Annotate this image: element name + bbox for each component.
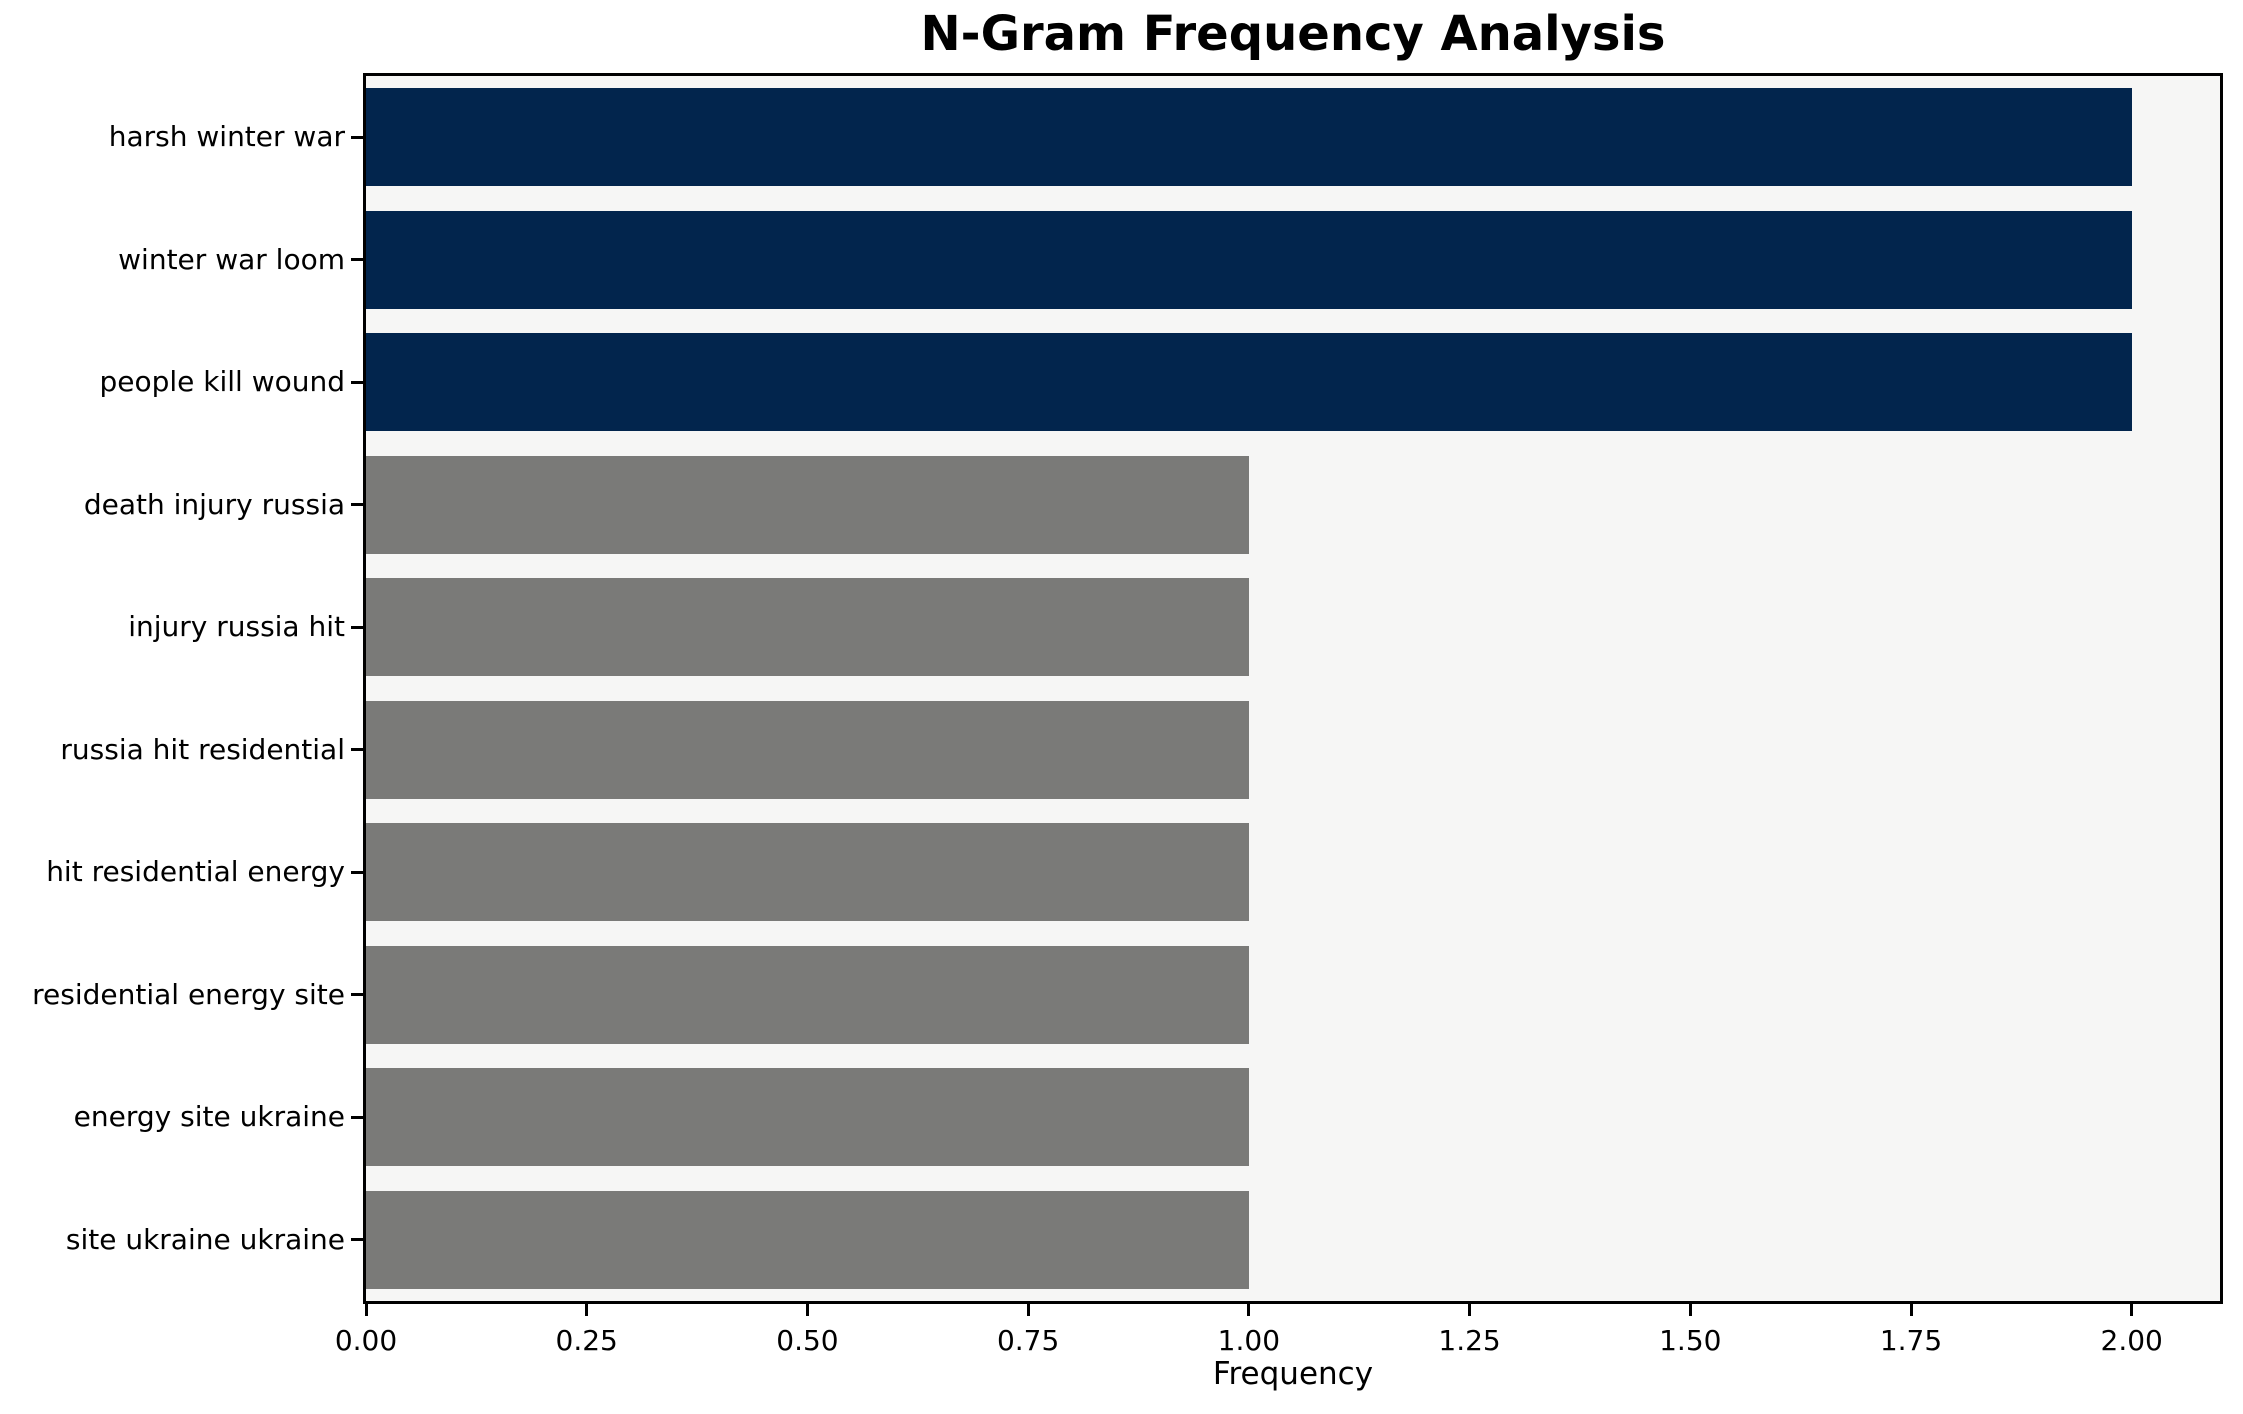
y-tick-label: death injury russia: [83, 487, 345, 521]
y-tick-label: residential energy site: [32, 977, 345, 1011]
x-tick-label: 0.50: [776, 1324, 839, 1357]
chart-title: N-Gram Frequency Analysis: [920, 6, 1666, 62]
y-tick-mark: [351, 380, 363, 384]
x-tick-label: 0.25: [555, 1324, 618, 1357]
bar: [366, 945, 1249, 1044]
bar: [366, 823, 1249, 922]
y-tick-mark: [351, 258, 363, 262]
x-tick-mark: [2130, 1304, 2134, 1316]
x-axis-label: Frequency: [1212, 1356, 1374, 1392]
y-tick-label: people kill wound: [99, 365, 345, 399]
y-tick-mark: [351, 1238, 363, 1242]
bar: [366, 578, 1249, 677]
y-tick-mark: [351, 135, 363, 139]
x-tick-mark: [1688, 1304, 1692, 1316]
x-tick-mark: [1026, 1304, 1030, 1316]
y-tick-mark: [351, 1115, 363, 1119]
bar: [366, 700, 1249, 799]
bar: [366, 333, 2132, 432]
x-tick-mark: [1468, 1304, 1472, 1316]
y-tick-label: energy site ukraine: [73, 1100, 345, 1134]
x-tick-label: 0.75: [996, 1324, 1060, 1357]
x-tick-label: 0.00: [334, 1324, 398, 1357]
x-tick-label: 1.00: [1217, 1324, 1281, 1357]
y-tick-label: russia hit residential: [60, 732, 345, 766]
bar: [366, 1190, 1249, 1289]
x-tick-label: 2.00: [2100, 1324, 2163, 1357]
y-tick-mark: [351, 503, 363, 507]
y-tick-label: hit residential energy: [46, 855, 345, 889]
bar: [366, 1068, 1249, 1167]
x-tick-mark: [585, 1304, 589, 1316]
y-tick-mark: [351, 625, 363, 629]
y-tick-label: site ukraine ukraine: [65, 1222, 345, 1256]
x-tick-mark: [364, 1304, 368, 1316]
y-tick-mark: [351, 748, 363, 752]
y-tick-label: winter war loom: [118, 242, 345, 276]
plot-area: [363, 73, 2223, 1304]
x-tick-mark: [1247, 1304, 1251, 1316]
x-tick-label: 1.75: [1879, 1324, 1943, 1357]
x-tick-label: 1.50: [1659, 1324, 1722, 1357]
x-tick-mark: [1909, 1304, 1913, 1316]
y-tick-label: injury russia hit: [128, 610, 345, 644]
bar: [366, 210, 2132, 309]
bar: [366, 455, 1249, 554]
x-tick-label: 1.25: [1438, 1324, 1501, 1357]
x-tick-mark: [805, 1304, 809, 1316]
bar: [366, 88, 2132, 187]
y-tick-label: harsh winter war: [108, 120, 345, 154]
y-tick-mark: [351, 870, 363, 874]
y-tick-mark: [351, 993, 363, 997]
